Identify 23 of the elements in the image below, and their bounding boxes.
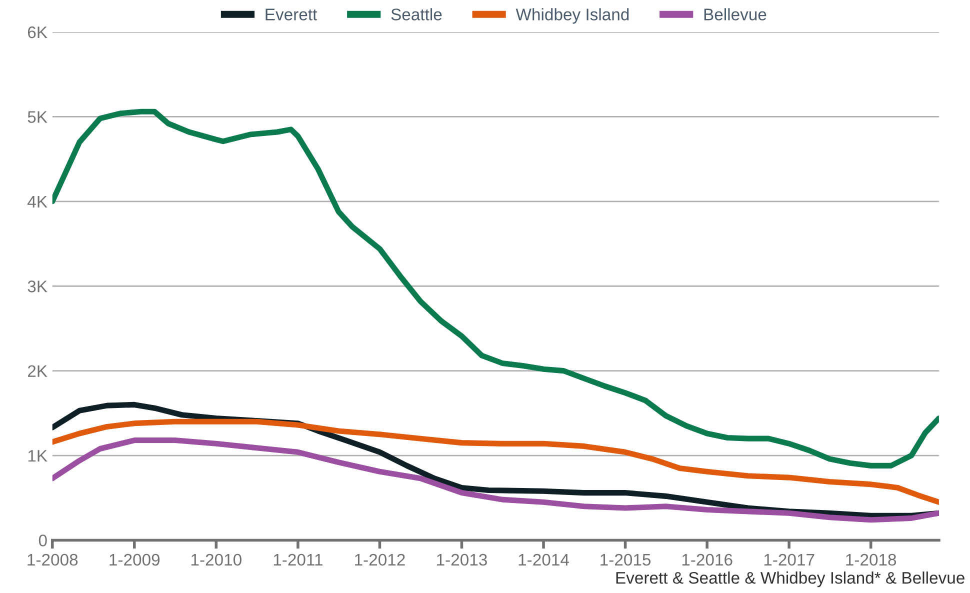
legend-label: Whidbey Island xyxy=(516,8,629,24)
y-tick-label: 5K xyxy=(28,111,48,123)
legend-label: Seattle xyxy=(391,8,442,20)
x-tick-label: 1-2008 xyxy=(28,554,78,566)
y-tick-label: 6K xyxy=(28,26,48,38)
x-tick-label: 1-2010 xyxy=(191,554,242,566)
legend-label: Bellevue xyxy=(704,8,766,20)
y-tick-label: 0 xyxy=(38,534,47,546)
legend-label: Everett xyxy=(266,8,318,20)
x-tick-label: 1-2009 xyxy=(110,554,160,566)
y-tick-label: 2K xyxy=(28,365,48,377)
x-tick-label: 1-2018 xyxy=(846,554,896,566)
y-tick-label: 4K xyxy=(28,196,48,208)
x-tick-label: 1-2011 xyxy=(274,554,322,566)
x-tick-label: 1-2014 xyxy=(518,554,569,566)
x-tick-label: 1-2017 xyxy=(764,554,814,566)
text: Everett & Seattle & Whidbey Island* & Bellevue xyxy=(616,572,964,588)
x-tick-label: 1-2012 xyxy=(355,554,405,566)
y-tick-label: 3K xyxy=(28,280,48,292)
y-tick-label: 1K xyxy=(28,450,48,462)
x-tick-label: 1-2016 xyxy=(682,554,732,566)
x-tick-label: 1-2013 xyxy=(437,554,487,566)
x-tick-label: 1-2015 xyxy=(600,554,651,566)
